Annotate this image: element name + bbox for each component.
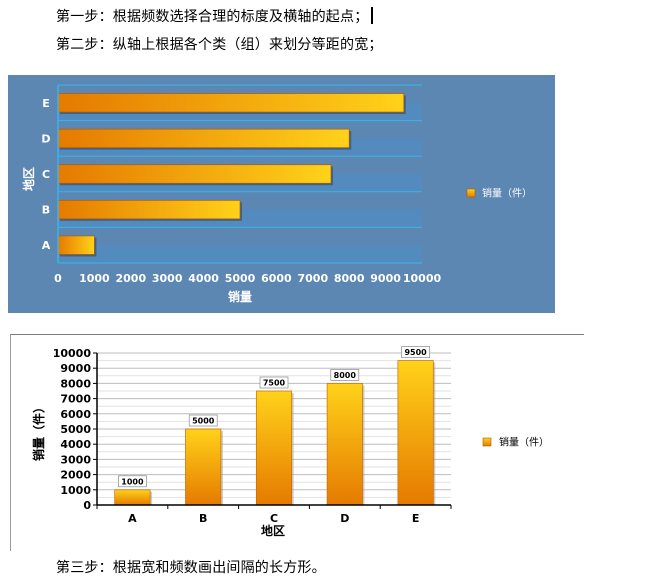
data-label: 5000 xyxy=(192,417,215,426)
bar-B xyxy=(185,428,222,506)
x-tick-label: 10000 xyxy=(403,272,442,285)
x-tick-label: 4000 xyxy=(188,272,219,285)
x-axis-title: 地区 xyxy=(261,523,285,538)
data-label-box xyxy=(188,414,218,427)
y-tick-label: 10000 xyxy=(53,347,92,360)
step-2-text: 第二步：纵轴上根据各个类（组）来划分等距的宽； xyxy=(56,37,383,53)
x-tick-label: 9000 xyxy=(370,272,401,285)
x-tick-label: 8000 xyxy=(334,272,365,285)
category-label: C xyxy=(270,512,278,525)
plot-band xyxy=(58,245,422,263)
bar-A xyxy=(57,235,95,255)
category-label: D xyxy=(340,512,349,525)
y-tick-label: 2000 xyxy=(60,469,91,482)
category-label: C xyxy=(42,168,50,181)
y-tick-label: 5000 xyxy=(60,423,91,436)
bar-D xyxy=(326,383,363,506)
bar-E xyxy=(57,93,405,113)
x-tick-label: 0 xyxy=(54,272,62,285)
data-label: 7500 xyxy=(263,379,286,388)
vertical-bar-chart-panel: 1000 5000 7500 8000 9500 0 1000 2000 3000 4000 50… xyxy=(10,334,584,551)
legend-label: 销量（件） xyxy=(499,436,549,449)
legend: 销量（件） xyxy=(482,436,549,449)
y-tick-label: 7000 xyxy=(60,393,91,406)
horizontal-bar-chart-panel: E D C B A 0 1000 2000 3000 4000 5000 6000 7000 8000 90… xyxy=(8,75,555,313)
vertical-bar-chart: 1000 5000 7500 8000 9500 0 1000 2000 3000 4000 50… xyxy=(31,346,549,538)
bar-E xyxy=(397,360,434,506)
x-axis-title: 销量 xyxy=(228,289,252,304)
bar-D xyxy=(57,128,350,149)
data-label-box xyxy=(401,346,430,358)
bar-A xyxy=(114,489,151,506)
data-label-box xyxy=(118,475,147,488)
legend-label: 销量（件） xyxy=(482,187,532,200)
legend-swatch xyxy=(466,188,476,198)
category-label: A xyxy=(128,512,137,525)
data-label: 8000 xyxy=(334,371,357,380)
legend-swatch xyxy=(482,437,492,447)
text-cursor xyxy=(371,7,374,24)
category-label: D xyxy=(41,132,50,145)
y-tick-label: 9000 xyxy=(60,362,91,375)
legend: 销量（件） xyxy=(466,187,532,200)
data-label: 9500 xyxy=(404,348,427,357)
data-label-box xyxy=(259,376,289,389)
data-label: 1000 xyxy=(121,477,144,486)
x-tick-label: 3000 xyxy=(152,272,183,285)
y-tick-label: 8000 xyxy=(60,377,91,390)
step-1-label: 第一步：根据频数选择合理的标度及横轴的起点； xyxy=(56,9,369,25)
bar-B xyxy=(57,199,241,220)
category-label: E xyxy=(412,512,420,525)
y-tick-label: 1000 xyxy=(60,484,91,497)
category-label: B xyxy=(42,204,50,217)
y-tick-label: 3000 xyxy=(60,453,91,466)
x-tick-label: 1000 xyxy=(79,272,110,285)
y-axis-title: 销量（件） xyxy=(31,401,46,461)
x-tick-label: 2000 xyxy=(115,272,146,285)
y-tick-label: 0 xyxy=(83,499,91,512)
x-tick-label: 6000 xyxy=(261,272,292,285)
x-tick-label: 7000 xyxy=(297,272,328,285)
y-axis-title: 地区 xyxy=(21,167,36,191)
bar-C xyxy=(255,390,293,506)
y-tick-label: 6000 xyxy=(60,408,91,421)
step-3-text: 第三步：根据宽和频数画出间隔的长方形。 xyxy=(56,560,326,576)
category-label: A xyxy=(42,239,51,252)
step-1-text: 第一步：根据频数选择合理的标度及横轴的起点； xyxy=(56,6,374,26)
category-label: E xyxy=(42,97,50,110)
y-tick-label: 4000 xyxy=(60,438,91,451)
bar-C xyxy=(57,164,332,184)
category-label: B xyxy=(199,512,207,525)
data-label-box xyxy=(330,369,360,381)
horizontal-bar-chart: E D C B A 0 1000 2000 3000 4000 5000 6000 7000 8000 90… xyxy=(21,84,532,304)
x-tick-label: 5000 xyxy=(225,272,256,285)
